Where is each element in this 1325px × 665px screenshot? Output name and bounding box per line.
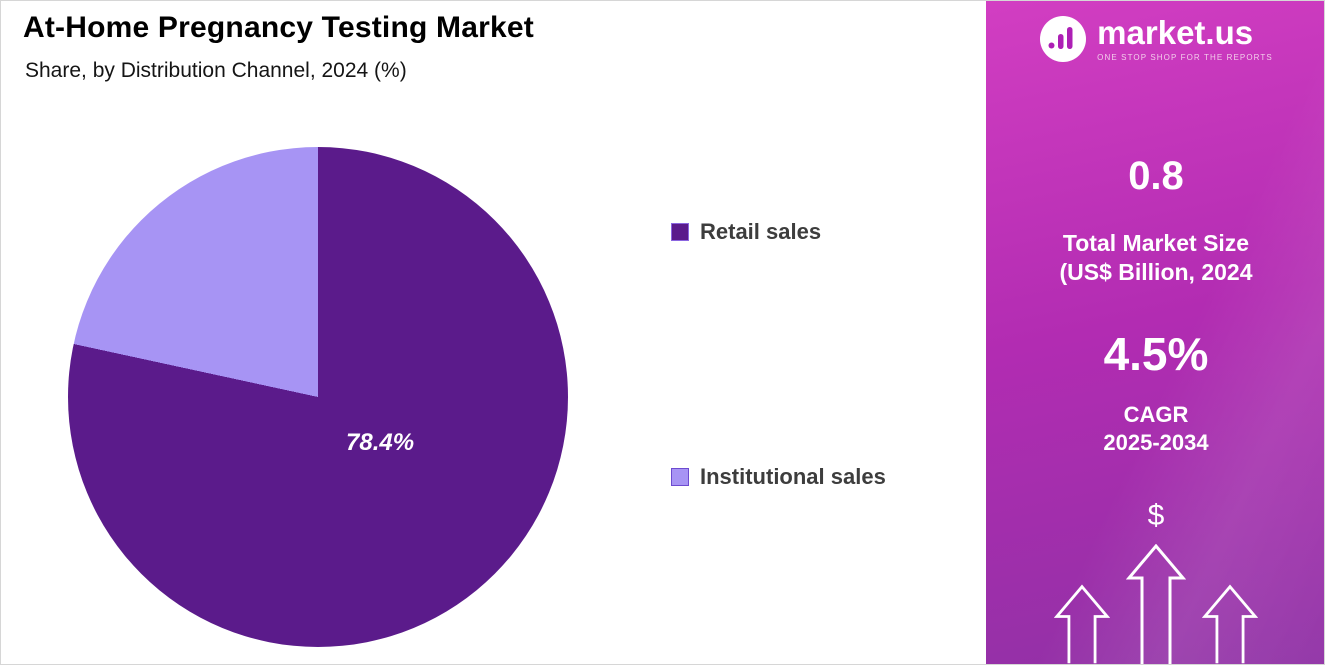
market-size-value: 0.8 [1128, 154, 1184, 198]
logo: market.us ONE STOP SHOP FOR THE REPORTS [986, 15, 1324, 63]
sidebar: market.us ONE STOP SHOP FOR THE REPORTS … [986, 1, 1324, 664]
cagr-value: 4.5% [1103, 328, 1209, 380]
cagr-label-line1: CAGR [1123, 402, 1189, 427]
legend-label: Institutional sales [700, 464, 886, 489]
market-size-label-line2: (US$ Billion, 2024 [1059, 259, 1253, 285]
legend-item-institutional: Institutional sales [671, 464, 886, 490]
legend-swatch [671, 223, 689, 241]
page-title: At-Home Pregnancy Testing Market [23, 11, 534, 44]
up-arrow-icon [1202, 584, 1258, 664]
dollar-symbol: $ [1147, 499, 1165, 532]
logo-text: market.us [1097, 14, 1254, 51]
legend-swatch [671, 468, 689, 486]
pie-slice-label: 78.4% [346, 429, 415, 456]
up-arrow-icon [1054, 584, 1110, 664]
up-arrow-icon [1126, 544, 1186, 664]
legend-label: Retail sales [700, 219, 822, 244]
logo-tagline: ONE STOP SHOP FOR THE REPORTS [1097, 53, 1273, 62]
legend-item-retail: Retail sales [671, 219, 821, 245]
growth-arrows [986, 544, 1324, 664]
logo-text-block: market.us ONE STOP SHOP FOR THE REPORTS [1097, 16, 1273, 62]
market-size-label-line1: Total Market Size [1062, 230, 1250, 256]
market-us-logo-icon [1040, 16, 1087, 62]
cagr-label-line2: 2025-2034 [1103, 430, 1209, 455]
pie-chart: 78.4% [68, 147, 568, 647]
market-size-label: Total Market Size (US$ Billion, 2024 [986, 229, 1324, 287]
chart-area: At-Home Pregnancy Testing Market Share, … [1, 1, 986, 664]
page-subtitle: Share, by Distribution Channel, 2024 (%) [25, 59, 407, 82]
cagr-label: CAGR 2025-2034 [986, 401, 1324, 457]
